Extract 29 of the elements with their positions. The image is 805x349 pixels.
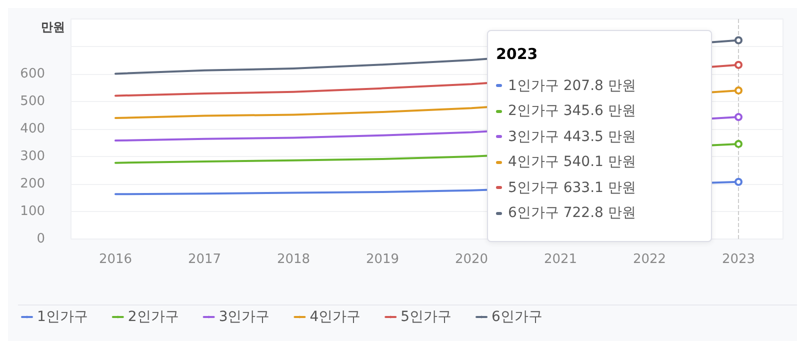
legend-label: 6인가구 xyxy=(492,309,542,325)
annotation: 6인가구 722.8 만원 xyxy=(508,204,636,222)
y-tick-label: 600 xyxy=(20,66,45,82)
annotation: 1인가구 207.8 만원 xyxy=(508,76,636,95)
x-tick-label: 2017 xyxy=(188,252,222,267)
y-axis-title: 만원 xyxy=(41,20,65,34)
y-tick-label: 400 xyxy=(20,122,45,136)
legend-label: 2인가구 xyxy=(128,309,179,325)
x-tick-label: 2023 xyxy=(722,252,756,267)
annotation: 2인가구 345.6 만원 xyxy=(508,102,636,120)
x-tick-label: 2020 xyxy=(454,252,488,267)
annotation: 4인가구 540.1 만원 xyxy=(508,153,636,172)
y-tick-label: 300 xyxy=(20,149,45,164)
legend-label: 4인가구 xyxy=(310,309,361,325)
y-tick-label: 500 xyxy=(20,94,45,109)
x-tick-label: 2016 xyxy=(98,252,132,267)
y-tick-label: 100 xyxy=(20,204,45,219)
x-tick-label: 2019 xyxy=(366,252,400,267)
annotation: 5인가구 633.1 만원 xyxy=(508,178,636,197)
y-tick-label: 200 xyxy=(20,176,45,192)
legend-label: 1인가구 xyxy=(37,309,88,325)
x-tick-label: 2021 xyxy=(544,252,578,267)
x-tick-label: 2022 xyxy=(632,252,666,267)
y-tick-label: 0 xyxy=(36,232,45,246)
annotation: 3인가구 443.5 만원 xyxy=(508,128,636,146)
legend-label: 5인가구 xyxy=(400,309,452,325)
annotation: 2023 xyxy=(496,45,539,63)
x-tick-label: 2018 xyxy=(276,252,310,267)
legend-label: 3인가구 xyxy=(218,309,270,325)
